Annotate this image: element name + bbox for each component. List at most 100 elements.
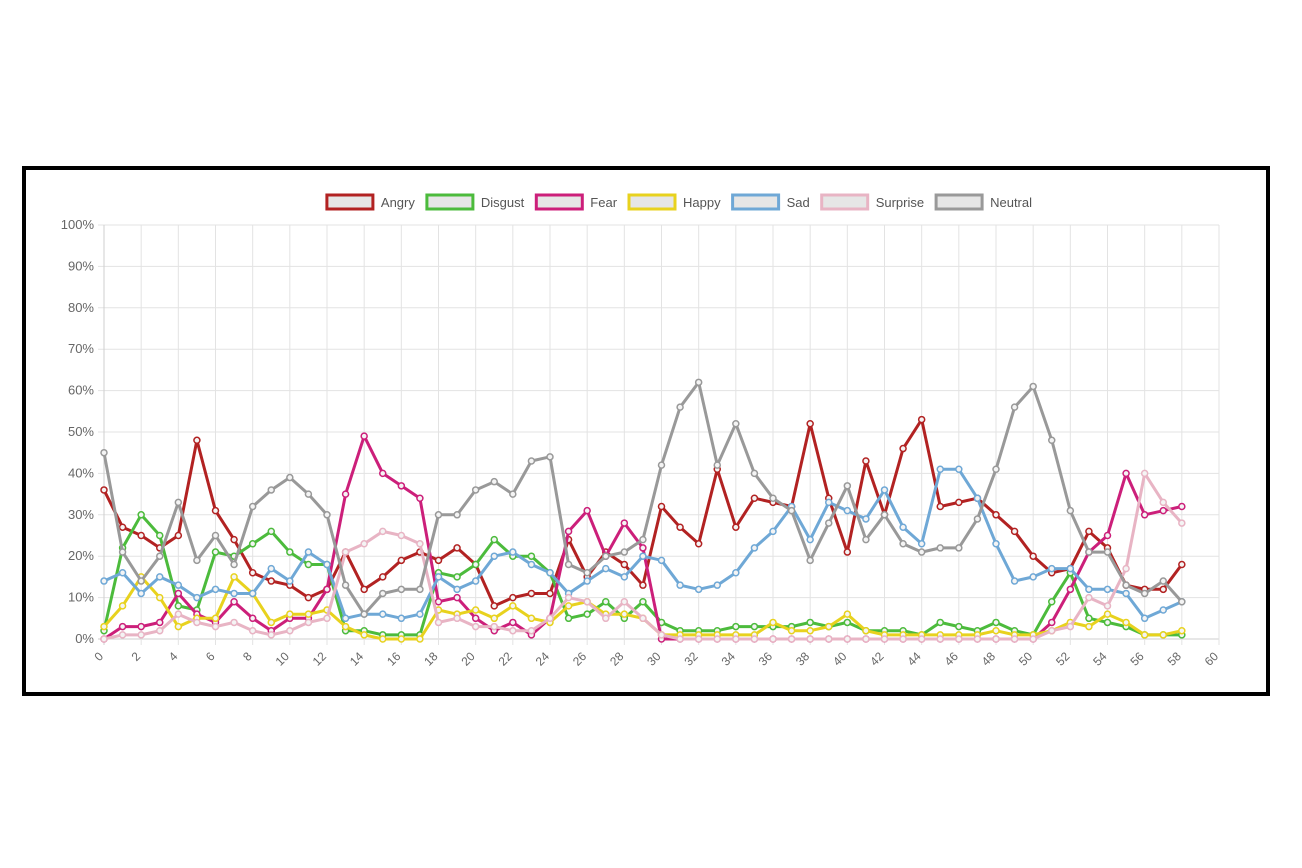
data-point-disgust[interactable] xyxy=(843,618,852,627)
data-point-angry[interactable] xyxy=(917,415,926,424)
data-point-neutral[interactable] xyxy=(620,548,629,556)
data-point-sad[interactable] xyxy=(230,589,238,598)
data-point-sad[interactable] xyxy=(174,581,183,589)
data-point-fear[interactable] xyxy=(137,622,145,631)
data-point-happy[interactable] xyxy=(564,602,573,610)
data-point-surprise[interactable] xyxy=(174,610,183,618)
data-point-surprise[interactable] xyxy=(1103,602,1112,610)
data-point-angry[interactable] xyxy=(694,540,703,548)
data-point-neutral[interactable] xyxy=(1103,548,1112,556)
data-point-sad[interactable] xyxy=(471,577,480,585)
data-point-neutral[interactable] xyxy=(341,581,350,589)
data-point-disgust[interactable] xyxy=(490,535,498,544)
data-point-fear[interactable] xyxy=(230,597,238,606)
data-point-sad[interactable] xyxy=(453,585,461,594)
data-point-sad[interactable] xyxy=(341,614,350,623)
data-point-surprise[interactable] xyxy=(546,614,554,623)
data-point-sad[interactable] xyxy=(137,589,145,598)
data-point-angry[interactable] xyxy=(267,577,275,585)
data-point-fear[interactable] xyxy=(397,482,406,490)
data-point-neutral[interactable] xyxy=(397,585,406,594)
data-point-fear[interactable] xyxy=(1048,618,1056,627)
data-point-disgust[interactable] xyxy=(248,540,257,548)
data-point-surprise[interactable] xyxy=(880,635,889,643)
data-point-angry[interactable] xyxy=(992,511,1000,519)
data-point-surprise[interactable] xyxy=(694,635,703,643)
data-point-happy[interactable] xyxy=(843,610,852,618)
data-point-surprise[interactable] xyxy=(899,635,907,643)
data-point-disgust[interactable] xyxy=(806,618,814,627)
data-point-sad[interactable] xyxy=(602,564,610,573)
data-point-disgust[interactable] xyxy=(936,618,944,627)
data-point-neutral[interactable] xyxy=(973,515,982,523)
data-point-angry[interactable] xyxy=(230,535,238,544)
legend-item-sad[interactable]: Sad xyxy=(731,193,810,211)
data-point-neutral[interactable] xyxy=(230,560,238,569)
data-point-neutral[interactable] xyxy=(193,556,201,565)
data-point-surprise[interactable] xyxy=(676,635,684,643)
data-point-sad[interactable] xyxy=(1122,589,1130,598)
data-point-surprise[interactable] xyxy=(620,597,629,606)
data-point-sad[interactable] xyxy=(490,552,498,560)
data-point-happy[interactable] xyxy=(379,635,387,643)
data-point-fear[interactable] xyxy=(1178,502,1186,511)
data-point-sad[interactable] xyxy=(936,465,944,474)
data-point-neutral[interactable] xyxy=(1122,581,1130,589)
data-point-fear[interactable] xyxy=(453,593,461,602)
data-point-sad[interactable] xyxy=(843,506,852,515)
data-point-disgust[interactable] xyxy=(992,618,1000,627)
data-point-neutral[interactable] xyxy=(899,540,907,548)
data-point-neutral[interactable] xyxy=(100,448,108,457)
data-point-surprise[interactable] xyxy=(787,635,796,643)
data-point-angry[interactable] xyxy=(174,531,183,540)
data-point-happy[interactable] xyxy=(174,622,183,631)
data-point-fear[interactable] xyxy=(639,544,647,552)
data-point-neutral[interactable] xyxy=(583,569,591,577)
data-point-surprise[interactable] xyxy=(713,635,721,643)
data-point-sad[interactable] xyxy=(248,589,257,598)
data-point-happy[interactable] xyxy=(156,593,164,602)
data-point-disgust[interactable] xyxy=(750,622,759,631)
data-point-happy[interactable] xyxy=(267,618,275,627)
data-point-surprise[interactable] xyxy=(769,635,777,643)
data-point-neutral[interactable] xyxy=(248,502,257,511)
data-point-sad[interactable] xyxy=(880,486,889,494)
data-point-neutral[interactable] xyxy=(732,419,740,428)
data-point-sad[interactable] xyxy=(1159,606,1167,614)
data-point-angry[interactable] xyxy=(546,589,554,598)
data-point-surprise[interactable] xyxy=(1159,498,1167,507)
data-point-sad[interactable] xyxy=(750,544,759,552)
data-point-happy[interactable] xyxy=(992,626,1000,635)
data-point-neutral[interactable] xyxy=(1085,548,1093,556)
data-point-surprise[interactable] xyxy=(862,635,870,643)
data-point-disgust[interactable] xyxy=(471,560,480,569)
data-point-happy[interactable] xyxy=(1159,631,1167,639)
data-point-surprise[interactable] xyxy=(1122,564,1130,573)
data-point-neutral[interactable] xyxy=(379,589,387,598)
data-point-disgust[interactable] xyxy=(564,614,573,623)
data-point-neutral[interactable] xyxy=(639,535,647,544)
data-point-sad[interactable] xyxy=(211,585,220,594)
data-point-fear[interactable] xyxy=(360,432,368,440)
data-point-sad[interactable] xyxy=(1140,614,1149,623)
data-point-surprise[interactable] xyxy=(657,631,666,639)
data-point-surprise[interactable] xyxy=(955,635,963,643)
data-point-fear[interactable] xyxy=(471,614,480,623)
data-point-surprise[interactable] xyxy=(434,618,443,627)
data-point-surprise[interactable] xyxy=(453,614,461,623)
data-point-surprise[interactable] xyxy=(304,618,313,627)
data-point-surprise[interactable] xyxy=(360,540,368,548)
data-point-happy[interactable] xyxy=(304,610,313,618)
data-point-neutral[interactable] xyxy=(676,403,684,411)
data-point-surprise[interactable] xyxy=(1010,635,1019,643)
data-point-surprise[interactable] xyxy=(416,540,424,548)
data-point-angry[interactable] xyxy=(397,556,406,565)
data-point-fear[interactable] xyxy=(174,589,183,598)
data-point-sad[interactable] xyxy=(304,548,313,556)
data-point-angry[interactable] xyxy=(639,581,647,589)
data-point-neutral[interactable] xyxy=(360,610,368,618)
data-point-neutral[interactable] xyxy=(657,461,666,469)
data-point-angry[interactable] xyxy=(434,556,443,565)
data-point-surprise[interactable] xyxy=(639,614,647,623)
data-point-surprise[interactable] xyxy=(323,614,331,623)
